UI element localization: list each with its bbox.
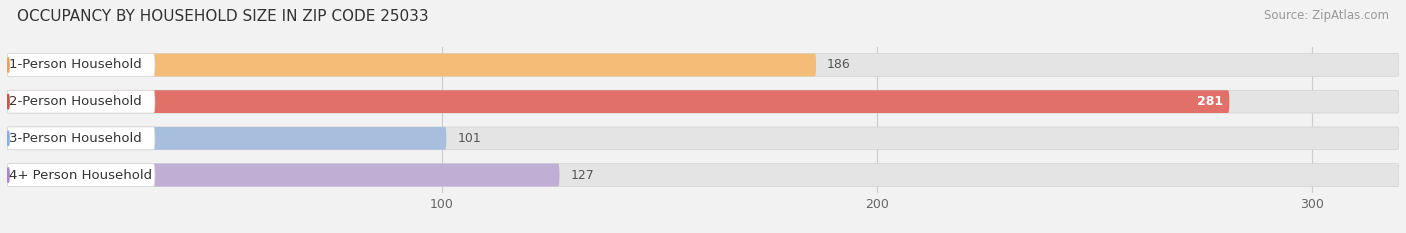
FancyBboxPatch shape <box>7 164 1399 186</box>
Circle shape <box>7 58 8 72</box>
FancyBboxPatch shape <box>7 164 155 186</box>
Text: 101: 101 <box>457 132 481 145</box>
FancyBboxPatch shape <box>7 90 1399 113</box>
Text: 1-Person Household: 1-Person Household <box>10 58 142 72</box>
FancyBboxPatch shape <box>7 54 1399 76</box>
Circle shape <box>7 131 8 146</box>
Text: OCCUPANCY BY HOUSEHOLD SIZE IN ZIP CODE 25033: OCCUPANCY BY HOUSEHOLD SIZE IN ZIP CODE … <box>17 9 429 24</box>
FancyBboxPatch shape <box>7 54 815 76</box>
FancyBboxPatch shape <box>7 164 560 186</box>
Circle shape <box>7 94 8 109</box>
Circle shape <box>7 168 8 182</box>
FancyBboxPatch shape <box>7 54 155 76</box>
Text: 281: 281 <box>1197 95 1223 108</box>
FancyBboxPatch shape <box>7 127 155 150</box>
Text: 186: 186 <box>827 58 851 72</box>
FancyBboxPatch shape <box>7 127 1399 150</box>
FancyBboxPatch shape <box>7 90 155 113</box>
Text: 3-Person Household: 3-Person Household <box>10 132 142 145</box>
FancyBboxPatch shape <box>7 127 446 150</box>
Text: 127: 127 <box>571 168 595 182</box>
FancyBboxPatch shape <box>7 90 1229 113</box>
Text: 2-Person Household: 2-Person Household <box>10 95 142 108</box>
Text: Source: ZipAtlas.com: Source: ZipAtlas.com <box>1264 9 1389 22</box>
Text: 4+ Person Household: 4+ Person Household <box>10 168 153 182</box>
